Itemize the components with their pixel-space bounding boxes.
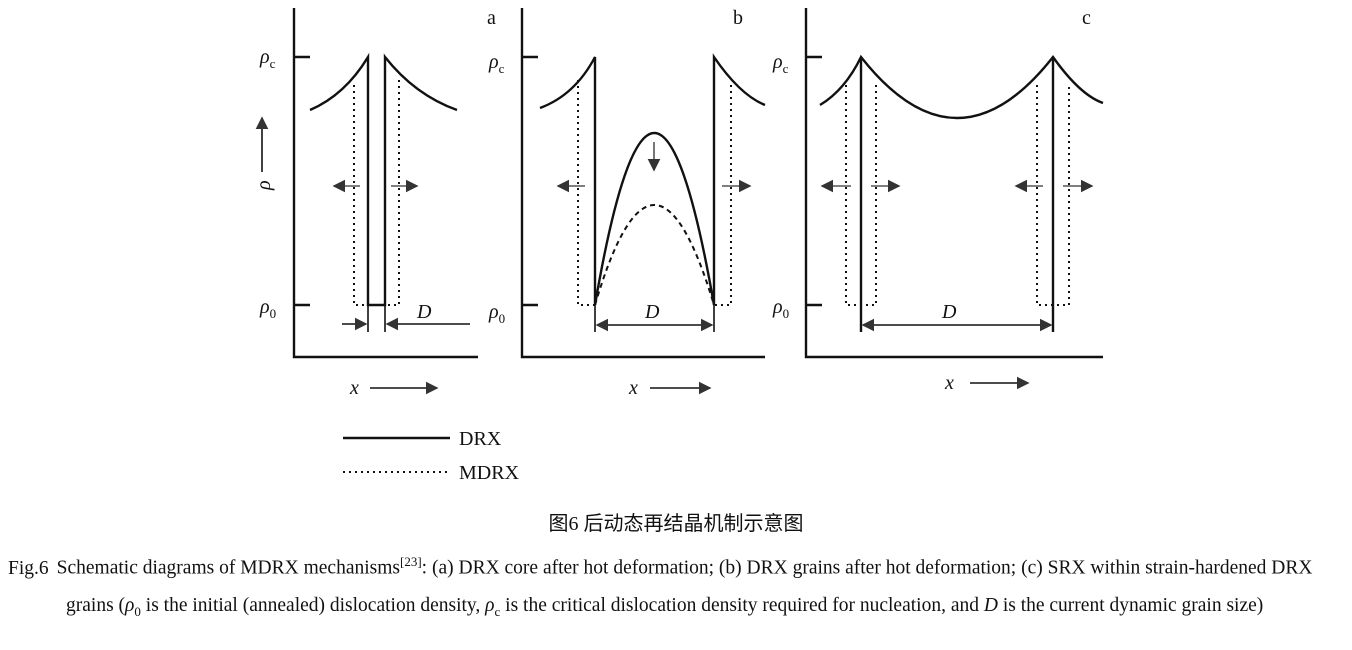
legend-label: MDRX (459, 462, 520, 484)
mdrx-curve (353, 80, 400, 306)
axes (520, 8, 765, 359)
caption-text: ρ (485, 594, 495, 616)
caption-text: is the initial (annealed) dislocation de… (140, 594, 486, 616)
caption-text: ρ (125, 594, 135, 616)
caption-text: is the current dynamic grain size) (997, 594, 1264, 616)
panel-b: b ρc ρ0 D x (488, 7, 766, 399)
x-label: x (349, 377, 359, 399)
rho-c-label: ρc (772, 51, 789, 76)
caption-text: : (a) DRX core after hot deformation; (b… (66, 557, 1313, 616)
panel-label: c (1082, 7, 1091, 29)
legend-label: DRX (459, 428, 502, 450)
caption-text: is the critical dislocation density requ… (500, 594, 984, 616)
rho-0-label: ρ0 (259, 296, 276, 321)
y-axis-label: ρ (253, 180, 275, 191)
caption-cn: 图6 后动态再结晶机制示意图 (548, 513, 804, 535)
panel-label: a (487, 7, 496, 29)
drx-curve (309, 52, 458, 307)
drx-curve (539, 53, 766, 306)
rho-0-label: ρ0 (772, 296, 789, 321)
x-label: x (628, 377, 638, 399)
mdrx-curve (845, 85, 1070, 306)
axes (804, 8, 1103, 359)
dim-tick (594, 305, 715, 332)
caption-text: [23] (400, 554, 422, 569)
size-label: D (416, 301, 432, 323)
caption-en: Fig.6 Schematic diagrams of MDRX mechanis… (8, 543, 1348, 629)
panel-a: a ρc ρ0 ρ D x (253, 7, 496, 399)
size-label: D (644, 301, 660, 323)
size-label: D (941, 301, 957, 323)
caption-text: D (983, 594, 998, 616)
x-label: x (944, 372, 954, 394)
rho-0-label: ρ0 (488, 301, 505, 326)
rho-c-label: ρc (488, 51, 505, 76)
caption-prefix: Fig.6 (8, 557, 49, 579)
mdrx-curve (577, 80, 732, 306)
rho-c-label: ρc (259, 46, 276, 71)
caption-text: 0 (134, 603, 141, 619)
caption-text: c (494, 603, 501, 619)
dim-tick (367, 305, 386, 332)
panel-c: c ρc ρ0 D x (772, 7, 1104, 394)
panel-label: b (733, 7, 743, 29)
caption-text: Schematic diagrams of MDRX mechanisms (56, 557, 400, 579)
legend: DRX MDRX (343, 428, 520, 484)
mdrx-curve (594, 204, 715, 306)
figure: a ρc ρ0 ρ D x b ρc ρ0 D x c ρc ρ0 D x DR… (253, 7, 1104, 484)
axes (292, 8, 478, 359)
drx-curve (819, 54, 1104, 332)
